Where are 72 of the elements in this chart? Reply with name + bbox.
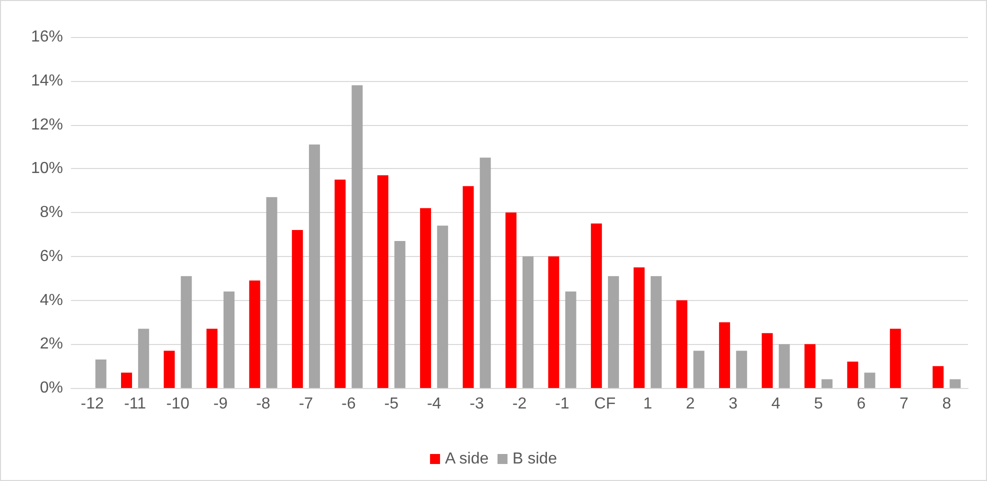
bar — [676, 300, 688, 388]
x-tick-label: -10 — [166, 396, 190, 412]
x-tick-label: -6 — [342, 396, 356, 412]
bar — [180, 276, 192, 388]
y-tick-label: 4% — [40, 292, 63, 309]
x-tick-label: 8 — [942, 396, 952, 412]
x-tick-label: 7 — [899, 396, 908, 412]
bar — [565, 291, 576, 388]
bar — [462, 186, 474, 388]
bar — [762, 333, 773, 388]
bar — [480, 158, 491, 388]
y-tick-label: 10% — [30, 160, 63, 178]
legend-label: A side — [445, 450, 489, 468]
bar — [932, 366, 944, 388]
bar — [377, 175, 388, 388]
y-tick-label: 6% — [40, 248, 63, 265]
bar — [206, 328, 218, 388]
x-tick-label: -1 — [555, 396, 570, 412]
bar — [95, 359, 106, 388]
x-tick-label: 6 — [856, 396, 866, 412]
bar — [334, 180, 346, 388]
bar — [950, 379, 961, 388]
x-tick-label: 4 — [771, 396, 780, 412]
x-tick-label: CF — [594, 396, 616, 412]
bar — [650, 276, 662, 388]
x-tick-label: -11 — [124, 396, 146, 412]
bar — [437, 226, 448, 388]
bar — [847, 362, 858, 388]
x-tick-label: -7 — [298, 396, 314, 412]
bar — [778, 344, 790, 388]
bar — [224, 291, 235, 388]
bar — [804, 344, 816, 388]
bar — [608, 276, 619, 388]
y-tick-label: 12% — [30, 116, 63, 134]
x-tick-label: -5 — [384, 396, 399, 412]
x-tick-label: -2 — [512, 396, 527, 412]
bar — [590, 223, 602, 388]
legend-label: B side — [512, 450, 558, 468]
bar — [266, 197, 278, 388]
bar — [634, 267, 645, 388]
bar — [164, 350, 175, 388]
x-tick-label: 2 — [686, 396, 695, 412]
x-tick-label: 1 — [643, 396, 652, 412]
bar — [352, 85, 363, 388]
x-tick-label: -8 — [256, 396, 270, 412]
y-tick-label: 16% — [30, 28, 63, 46]
x-tick-label: -9 — [213, 396, 228, 412]
bar — [736, 350, 748, 388]
bar — [394, 241, 406, 388]
bar — [249, 280, 260, 388]
bar — [420, 208, 432, 388]
x-tick-label: -12 — [80, 396, 104, 412]
bar — [522, 256, 534, 388]
bar — [308, 144, 320, 388]
x-tick-label: -3 — [470, 396, 484, 412]
y-tick-label: 2% — [40, 336, 63, 353]
bar — [138, 328, 150, 388]
bar — [822, 379, 833, 388]
bar — [890, 328, 901, 388]
x-tick-label: 5 — [814, 396, 824, 412]
bar — [693, 350, 704, 388]
y-tick-label: 14% — [30, 72, 63, 90]
bar — [864, 372, 876, 388]
bar — [505, 212, 516, 388]
bar — [292, 230, 303, 388]
y-tick-label: 8% — [40, 204, 63, 221]
x-tick-label: 3 — [728, 396, 738, 412]
x-tick-label: -4 — [426, 396, 442, 412]
bar — [719, 322, 730, 388]
y-tick-label: 0% — [40, 380, 63, 396]
bar — [548, 256, 560, 388]
bar — [121, 372, 132, 388]
